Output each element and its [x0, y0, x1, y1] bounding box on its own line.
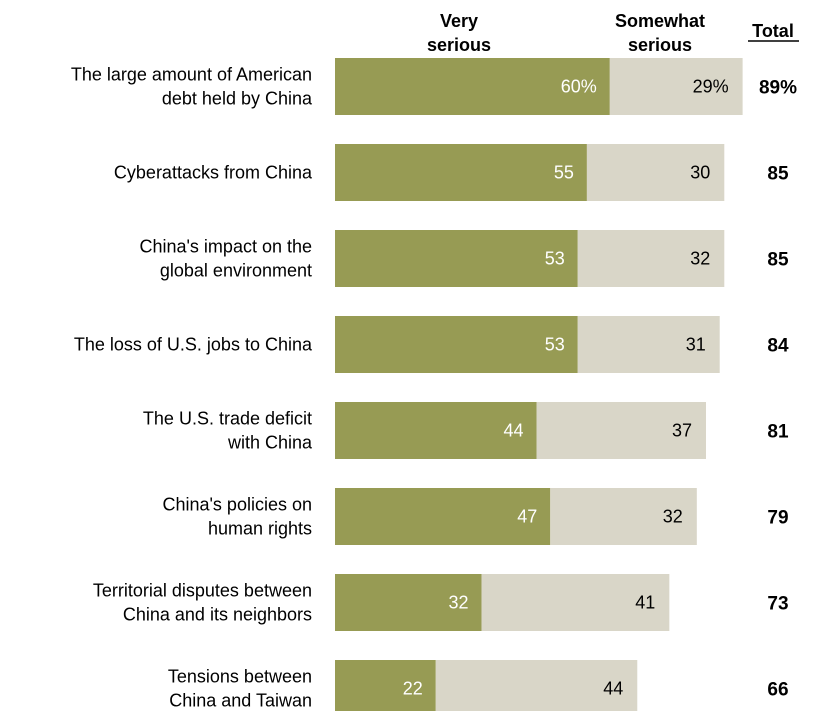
- bar-somewhat-serious: [586, 144, 725, 201]
- bar-very-serious: [335, 230, 578, 287]
- total-value: 85: [767, 250, 789, 271]
- value-label-very-serious: 44: [503, 421, 523, 441]
- category-label: China and Taiwan: [169, 691, 312, 711]
- total-value: 84: [767, 336, 789, 357]
- value-label-very-serious: 60%: [561, 77, 597, 97]
- bars-layer: The large amount of American debt held by…: [71, 58, 797, 711]
- value-label-somewhat-serious: 32: [663, 507, 683, 527]
- total-value: 66: [767, 680, 788, 701]
- category-label: Cyberattacks from China: [114, 163, 313, 183]
- total-value: 85: [767, 164, 789, 185]
- header-somewhat-serious-line1: Somewhat: [615, 11, 705, 31]
- category-label: human rights: [208, 519, 312, 539]
- category-label: global environment: [160, 261, 312, 281]
- bar-very-serious: [335, 660, 436, 711]
- header-very-serious-line1: Very: [440, 11, 478, 31]
- value-label-somewhat-serious: 41: [635, 593, 655, 613]
- value-label-very-serious: 47: [517, 507, 537, 527]
- total-value: 81: [767, 422, 789, 443]
- value-label-very-serious: 53: [545, 249, 565, 269]
- category-label: with China: [227, 433, 313, 453]
- total-value: 79: [767, 508, 788, 529]
- bar-somewhat-serious: [577, 316, 720, 373]
- value-label-somewhat-serious: 29%: [693, 77, 729, 97]
- bar-somewhat-serious: [609, 58, 743, 115]
- value-label-somewhat-serious: 31: [686, 335, 706, 355]
- bar-somewhat-serious: [550, 488, 697, 545]
- category-label: China and its neighbors: [123, 605, 312, 625]
- bar-somewhat-serious: [536, 402, 706, 459]
- value-label-very-serious: 22: [403, 679, 423, 699]
- header-total: Total: [752, 21, 794, 41]
- bar-very-serious: [335, 144, 587, 201]
- bar-very-serious: [335, 58, 610, 115]
- total-value: 89%: [759, 78, 797, 99]
- header-somewhat-serious-line2: serious: [628, 35, 692, 55]
- value-label-very-serious: 53: [545, 335, 565, 355]
- value-label-somewhat-serious: 30: [690, 163, 710, 183]
- column-headers: Very serious Somewhat serious Total: [427, 11, 799, 55]
- value-label-somewhat-serious: 44: [603, 679, 623, 699]
- value-label-somewhat-serious: 32: [690, 249, 710, 269]
- category-label: China's impact on the: [139, 237, 312, 257]
- value-label-somewhat-serious: 37: [672, 421, 692, 441]
- bar-very-serious: [335, 488, 551, 545]
- category-label: The large amount of American: [71, 65, 312, 85]
- bar-very-serious: [335, 402, 537, 459]
- category-label: debt held by China: [162, 89, 313, 109]
- bar-somewhat-serious: [435, 660, 638, 711]
- bar-very-serious: [335, 316, 578, 373]
- header-very-serious-line2: serious: [427, 35, 491, 55]
- bar-somewhat-serious: [577, 230, 725, 287]
- category-label: Tensions between: [168, 667, 312, 687]
- category-label: China's policies on: [162, 495, 312, 515]
- value-label-very-serious: 55: [554, 163, 574, 183]
- category-label: The loss of U.S. jobs to China: [74, 335, 313, 355]
- bar-somewhat-serious: [481, 574, 670, 631]
- bar-very-serious: [335, 574, 482, 631]
- category-label: The U.S. trade deficit: [143, 409, 312, 429]
- value-label-very-serious: 32: [449, 593, 469, 613]
- category-label: Territorial disputes between: [93, 581, 312, 601]
- total-value: 73: [767, 594, 788, 615]
